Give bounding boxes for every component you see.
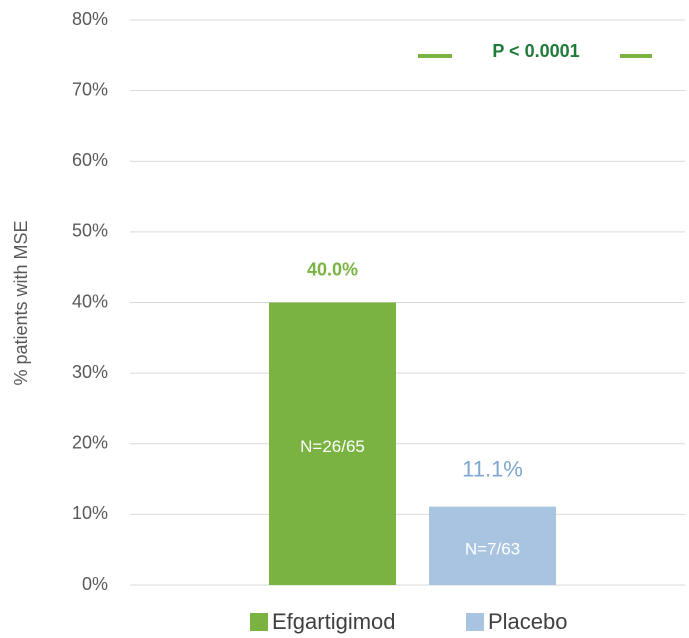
value-label: 11.1% — [462, 456, 523, 481]
y-tick-label: 80% — [72, 9, 108, 29]
sample-label: N=7/63 — [465, 539, 520, 558]
legend-label: Efgartigimod — [272, 609, 396, 634]
legend-label: Placebo — [488, 609, 568, 634]
y-tick-label: 20% — [72, 433, 108, 453]
value-label: 40.0% — [307, 259, 358, 279]
legend-swatch — [250, 613, 268, 631]
y-tick-label: 0% — [82, 574, 108, 594]
p-value: P < 0.0001 — [492, 41, 579, 61]
y-tick-label: 40% — [72, 291, 108, 311]
bar — [269, 302, 396, 585]
legend-swatch — [466, 613, 484, 631]
y-axis-label: % patients with MSE — [11, 220, 31, 385]
y-tick-label: 70% — [72, 79, 108, 99]
sample-label: N=26/65 — [300, 437, 365, 456]
y-tick-label: 60% — [72, 150, 108, 170]
y-tick-label: 30% — [72, 362, 108, 382]
bar — [429, 506, 556, 585]
y-tick-label: 50% — [72, 221, 108, 241]
y-tick-label: 10% — [72, 503, 108, 523]
